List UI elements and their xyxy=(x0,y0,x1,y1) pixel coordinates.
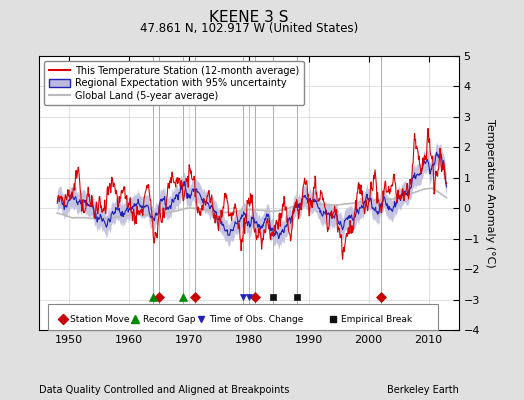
Text: Empirical Break: Empirical Break xyxy=(341,315,412,324)
Text: 47.861 N, 102.917 W (United States): 47.861 N, 102.917 W (United States) xyxy=(140,22,358,35)
Y-axis label: Temperature Anomaly (°C): Temperature Anomaly (°C) xyxy=(485,119,495,267)
Text: Time of Obs. Change: Time of Obs. Change xyxy=(209,315,303,324)
FancyBboxPatch shape xyxy=(48,304,438,330)
Text: KEENE 3 S: KEENE 3 S xyxy=(209,10,289,25)
Legend: This Temperature Station (12-month average), Regional Expectation with 95% uncer: This Temperature Station (12-month avera… xyxy=(44,61,304,106)
Text: Berkeley Earth: Berkeley Earth xyxy=(387,385,458,395)
Text: Data Quality Controlled and Aligned at Breakpoints: Data Quality Controlled and Aligned at B… xyxy=(39,385,290,395)
Text: Station Move: Station Move xyxy=(70,315,130,324)
Text: Record Gap: Record Gap xyxy=(143,315,195,324)
